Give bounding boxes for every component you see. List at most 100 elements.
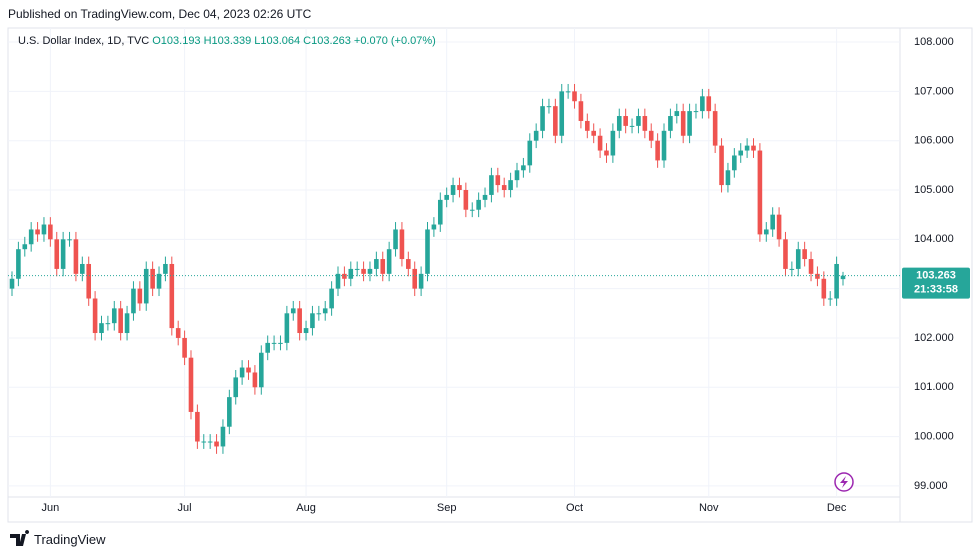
candle-body	[374, 259, 379, 269]
candle-body	[700, 96, 705, 112]
candle-body	[163, 263, 168, 274]
candle-body	[738, 150, 744, 156]
candle-body	[143, 268, 149, 304]
candle-body	[437, 199, 443, 225]
candle-body	[271, 342, 277, 344]
candle-body	[214, 441, 219, 447]
candle-body	[648, 130, 654, 141]
y-tick-label: 106.000	[914, 135, 954, 147]
candle-body	[227, 397, 232, 427]
x-tick-label: Sep	[437, 502, 457, 514]
candle-body	[399, 229, 405, 260]
y-tick-label: 104.000	[914, 233, 954, 245]
candle-body	[278, 342, 283, 344]
candle-body	[386, 249, 392, 274]
pane-border	[7, 27, 973, 523]
candle-body	[310, 313, 315, 329]
candle-body	[540, 106, 545, 131]
footer-brand: TradingView	[34, 532, 106, 547]
x-tick-label: Oct	[566, 502, 583, 514]
x-tick-label: Aug	[296, 502, 316, 514]
legend-value: L103.064	[254, 35, 301, 47]
candle-body	[706, 96, 712, 112]
candle-body	[463, 190, 469, 210]
candle-body	[259, 352, 264, 388]
candle-body	[712, 111, 718, 146]
candle-body	[201, 441, 207, 443]
x-tick-label: Dec	[827, 502, 847, 514]
candle-body	[380, 259, 386, 274]
y-tick-label: 100.000	[914, 430, 954, 442]
candle-body	[361, 268, 366, 274]
candle-body	[150, 268, 155, 289]
candle-body	[41, 224, 47, 235]
candle-body	[118, 308, 123, 334]
candle-body	[425, 229, 430, 274]
candle-body	[124, 313, 130, 334]
candle-body	[207, 441, 213, 443]
y-tick-label: 105.000	[914, 184, 954, 196]
candle-body	[623, 116, 628, 126]
candle-body	[482, 194, 488, 200]
candle-body	[246, 367, 251, 373]
candle-body	[591, 130, 596, 136]
candle-body	[22, 244, 28, 250]
candle-body	[54, 239, 60, 269]
x-tick-label: Jun	[41, 502, 59, 514]
candle-body	[418, 273, 424, 289]
candle-body	[406, 259, 411, 269]
candle-body	[495, 175, 501, 186]
legend-value: O103.193	[152, 35, 201, 47]
legend-value: H103.339	[203, 35, 252, 47]
symbol: U.S. Dollar Index, 1D, TVC	[18, 35, 150, 47]
price-label-box	[902, 267, 970, 299]
x-tick-label: Jul	[178, 502, 192, 514]
candle-body	[597, 135, 603, 151]
candle-body	[9, 278, 15, 289]
candle-body	[284, 313, 290, 343]
candle-body	[239, 367, 245, 378]
x-tick-label: Nov	[699, 502, 719, 514]
candle-body	[521, 165, 526, 171]
candle-body	[674, 111, 680, 117]
candle-body	[744, 145, 750, 151]
legend: U.S. Dollar Index, 1D, TVC O103.193 H103.3…	[18, 35, 436, 47]
candle-body	[642, 116, 648, 131]
candle-body	[840, 275, 846, 280]
candle-body	[469, 209, 475, 211]
candle-body	[687, 111, 692, 136]
candle-body	[393, 229, 398, 250]
candle-body	[80, 263, 85, 274]
candle-body	[514, 170, 520, 181]
candle-body	[354, 268, 360, 270]
candle-body	[636, 116, 641, 126]
candle-body	[431, 224, 437, 230]
candle-body	[476, 199, 481, 210]
y-tick-label: 101.000	[914, 381, 954, 393]
candle-body	[629, 125, 635, 127]
candle-body	[501, 185, 507, 191]
candle-body	[16, 249, 21, 279]
candle-body	[182, 337, 187, 358]
legend-value: C103.263	[303, 35, 351, 47]
candle-body	[802, 249, 807, 260]
candle-body	[815, 273, 820, 279]
y-tick-label: 108.000	[914, 36, 954, 48]
candle-body	[732, 155, 737, 171]
candle-body	[610, 130, 616, 156]
candle-body	[776, 214, 782, 240]
candle-body	[533, 130, 539, 141]
candle-body	[655, 140, 660, 161]
candle-body	[316, 313, 322, 315]
candle-body	[412, 268, 418, 289]
candle-body	[265, 342, 270, 353]
y-tick-label: 107.000	[914, 85, 954, 97]
published-note: Published on TradingView.com, Dec 04, 20…	[8, 7, 312, 21]
candle-body	[827, 298, 833, 300]
candle-body	[559, 91, 565, 136]
candle-body	[789, 268, 795, 270]
candle-body	[725, 170, 731, 186]
candle-body	[156, 273, 162, 289]
candle-body	[252, 372, 258, 388]
